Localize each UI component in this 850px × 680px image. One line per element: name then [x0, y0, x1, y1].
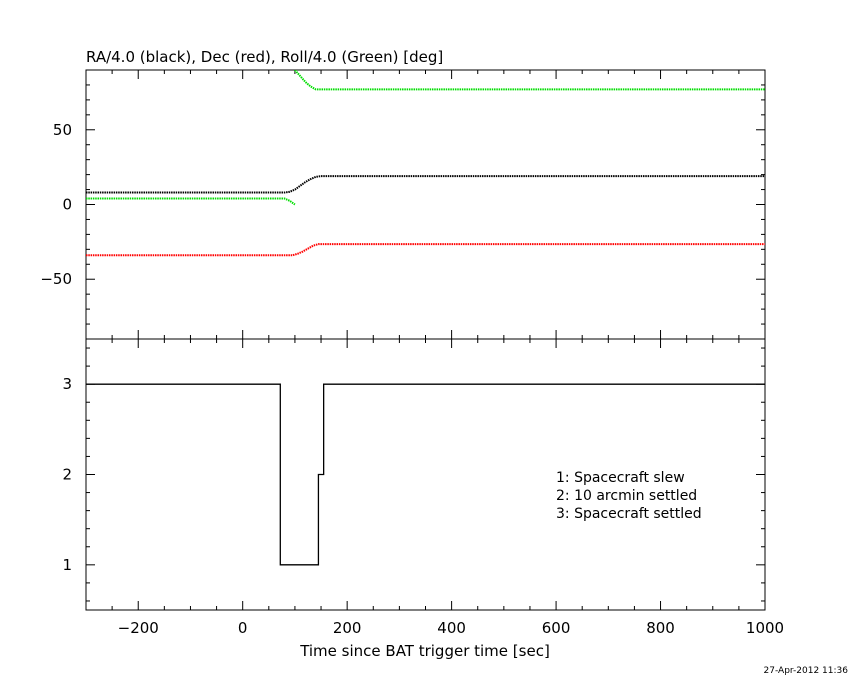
x-tick-label: 200: [333, 619, 362, 637]
legend-item: 1: Spacecraft slew: [556, 470, 685, 486]
y-tick-label: 0: [62, 196, 72, 214]
status-step-line: [86, 383, 765, 566]
status-legend: 1: Spacecraft slew 2: 10 arcmin settled …: [556, 470, 702, 522]
x-tick-label: 400: [437, 619, 466, 637]
timestamp: 27-Apr-2012 11:36: [764, 666, 849, 676]
bottom-panel: 1 2 3 −200 0 200 400 600 800 1000: [62, 338, 784, 637]
y-tick-label: 2: [62, 466, 72, 484]
x-tick-label: −200: [118, 619, 159, 637]
series-line: [294, 70, 765, 91]
x-tick-label: 1000: [746, 619, 784, 637]
x-tick-label: 600: [542, 619, 571, 637]
x-tick-label: 800: [646, 619, 675, 637]
plot-frame: [85, 69, 766, 340]
legend-item: 2: 10 arcmin settled: [556, 488, 697, 504]
y-tick-label: −50: [40, 270, 72, 288]
top-chart-title: RA/4.0 (black), Dec (red), Roll/4.0 (Gre…: [86, 48, 443, 66]
x-tick-label: 0: [238, 619, 248, 637]
legend-item: 3: Spacecraft settled: [556, 506, 702, 522]
y-tick-label: 3: [62, 375, 72, 393]
series-line: [86, 175, 765, 194]
series-line: [86, 197, 296, 206]
series-line: [86, 243, 765, 257]
y-tick-label: 1: [62, 556, 72, 574]
top-panel: −50 0 50: [40, 69, 766, 340]
y-tick-label: 50: [53, 121, 72, 139]
x-axis-label: Time since BAT trigger time [sec]: [299, 642, 550, 660]
